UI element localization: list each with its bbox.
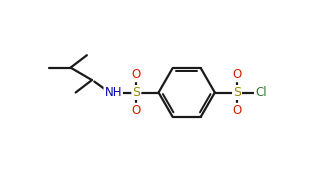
Text: O: O (132, 104, 141, 117)
Text: S: S (132, 86, 141, 99)
Text: NH: NH (105, 86, 122, 99)
Text: O: O (132, 68, 141, 81)
Text: O: O (232, 68, 242, 81)
Text: Cl: Cl (255, 86, 267, 99)
Text: S: S (233, 86, 241, 99)
Text: O: O (232, 104, 242, 117)
